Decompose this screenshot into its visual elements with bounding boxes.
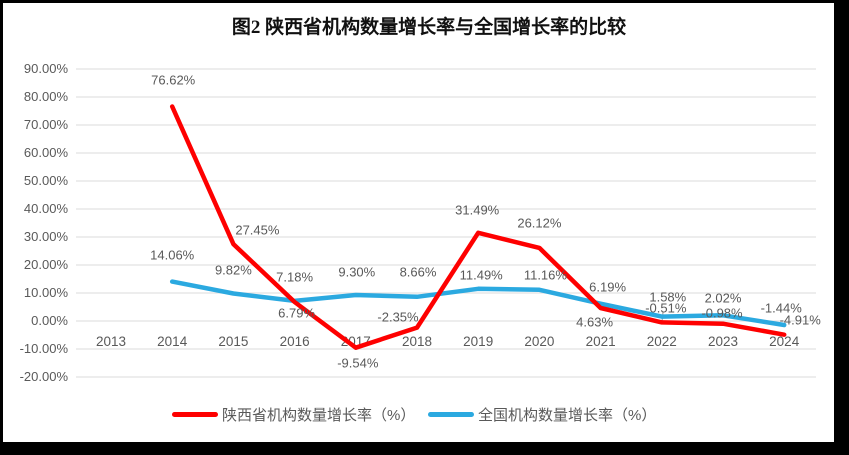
data-label-shaanxi: -0.51% — [645, 300, 687, 316]
x-axis-tick-label: 2014 — [157, 334, 188, 349]
y-axis-tick-label: -10.00% — [19, 341, 68, 356]
y-axis-tick-label: 70.00% — [23, 117, 68, 132]
legend-label-shaanxi: 陕西省机构数量增长率（%） — [222, 407, 416, 424]
legend-label-national: 全国机构数量增长率（%） — [478, 407, 657, 424]
chart-background — [3, 3, 834, 442]
series-line-national — [169, 279, 787, 328]
y-axis-tick-label: 90.00% — [23, 61, 68, 76]
chart-title: 图2 陕西省机构数量增长率与全国增长率的比较 — [231, 17, 627, 38]
y-axis-tick-label: 80.00% — [23, 89, 68, 104]
y-axis-tick-label: 60.00% — [23, 145, 68, 160]
x-axis-tick-label: 2020 — [524, 334, 555, 349]
y-axis-tick-label: 40.00% — [23, 201, 68, 216]
x-axis-tick-label: 2013 — [95, 334, 127, 349]
data-label-national: 9.82% — [214, 262, 252, 277]
data-label-national: 14.06% — [150, 247, 195, 263]
y-axis-tick-label: 0.00% — [31, 313, 68, 328]
data-label-national: 7.18% — [276, 269, 314, 285]
data-label-shaanxi: -4.91% — [779, 312, 821, 328]
legend-item-shaanxi: 陕西省机构数量增长率（%） — [172, 406, 416, 424]
data-label-national: 8.66% — [399, 264, 437, 280]
data-label-shaanxi: -0.98% — [701, 305, 743, 321]
x-axis-tick-label: 2024 — [769, 334, 800, 349]
y-axis-tick-label: 20.00% — [23, 257, 68, 272]
data-label-shaanxi: -2.35% — [377, 309, 419, 325]
data-label-shaanxi: 31.49% — [455, 202, 500, 218]
x-axis-tick-label: 2022 — [646, 334, 677, 349]
data-label-national: -1.44% — [760, 300, 802, 316]
series-line-shaanxi — [169, 104, 787, 350]
legend-swatch-national-line-icon — [428, 412, 474, 417]
data-label-national: 11.49% — [459, 267, 503, 283]
x-axis-tick-label: 2021 — [585, 334, 616, 349]
legend-swatch-shaanxi-line-icon — [172, 412, 218, 417]
data-label-shaanxi: 6.79% — [278, 305, 316, 321]
data-label-shaanxi: 76.62% — [151, 72, 196, 88]
x-axis-tick-label: 2016 — [279, 334, 310, 349]
x-axis-tick-label: 2015 — [218, 334, 249, 349]
y-axis-tick-label: 10.00% — [23, 285, 68, 300]
x-axis-tick-label: 2018 — [401, 334, 433, 349]
y-axis-tick-label: 30.00% — [23, 229, 68, 244]
y-axis-tick-label: 50.00% — [23, 173, 68, 188]
x-axis-tick-label: 2023 — [707, 334, 739, 349]
data-label-national: 11.16% — [523, 267, 567, 283]
data-label-shaanxi: 26.12% — [517, 215, 562, 231]
legend-item-national: 全国机构数量增长率（%） — [428, 406, 657, 424]
y-axis-tick-label: -20.00% — [19, 369, 68, 384]
data-label-shaanxi: -9.54% — [337, 355, 379, 371]
data-label-shaanxi: 4.63% — [576, 314, 614, 330]
data-label-national: 9.30% — [338, 264, 376, 280]
data-label-national: 1.58% — [649, 289, 687, 305]
data-label-national: 2.02% — [704, 290, 742, 306]
x-axis-tick-label: 2019 — [463, 334, 494, 349]
data-label-shaanxi: 27.45% — [235, 222, 280, 238]
data-label-national: 6.19% — [589, 279, 627, 295]
